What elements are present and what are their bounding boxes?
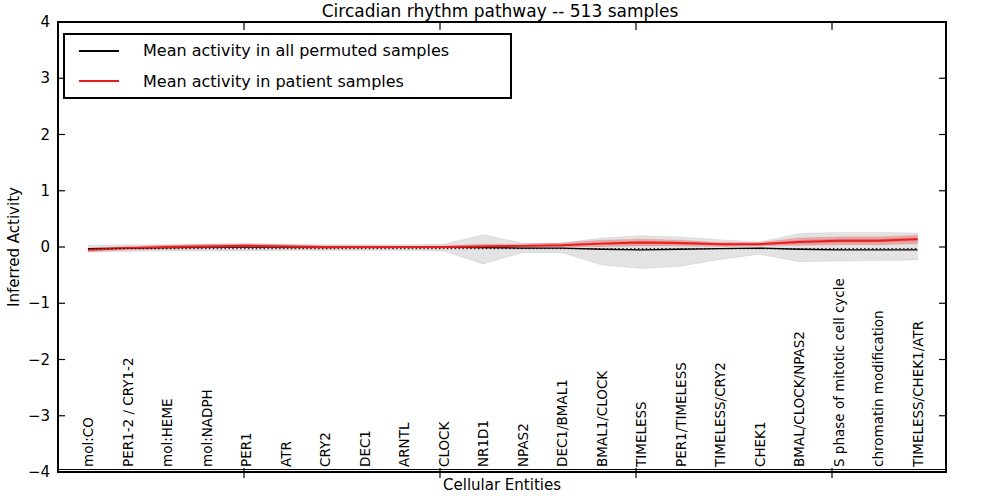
legend-label: Mean activity in patient samples bbox=[143, 72, 404, 91]
x-tick-label: BMAL1/CLOCK bbox=[594, 371, 610, 467]
figure: Circadian rhythm pathway -- 513 samples … bbox=[0, 0, 1000, 500]
y-tick-label: −1 bbox=[0, 294, 50, 312]
x-tick-label: S phase of mitotic cell cycle bbox=[831, 278, 847, 467]
y-tick-label: −4 bbox=[0, 463, 50, 481]
x-axis-label: Cellular Entities bbox=[57, 476, 947, 494]
x-tick-label: DEC1 bbox=[357, 430, 373, 467]
x-tick-label: ATR bbox=[278, 441, 294, 467]
x-tick-label: TIMELESS/CRY2 bbox=[712, 362, 728, 467]
x-tick-label: TIMELESS bbox=[633, 401, 649, 467]
x-tick-label: NPAS2 bbox=[515, 423, 531, 467]
y-tick-label: 2 bbox=[0, 126, 50, 144]
x-tick-label: PER1 bbox=[238, 432, 254, 467]
x-tick-label: ARNTL bbox=[396, 423, 412, 467]
x-tick-label: CLOCK bbox=[436, 422, 452, 467]
band-permuted-samples-range bbox=[88, 232, 918, 268]
y-tick-label: 1 bbox=[0, 182, 50, 200]
legend-line-swatch-black bbox=[79, 50, 119, 52]
x-tick-label: PER1/TIMELESS bbox=[673, 362, 689, 467]
y-tick-label: −3 bbox=[0, 407, 50, 425]
x-tick-label: PER1-2 / CRY1-2 bbox=[120, 358, 136, 467]
chart-title: Circadian rhythm pathway -- 513 samples bbox=[0, 1, 1000, 21]
legend-item: Mean activity in patient samples bbox=[79, 66, 510, 96]
y-tick-label: 3 bbox=[0, 69, 50, 87]
x-tick-label: mol:CO bbox=[80, 417, 96, 467]
legend-line-swatch-red bbox=[79, 80, 119, 82]
x-tick-label: DEC1/BMAL1 bbox=[554, 379, 570, 467]
x-tick-label: mol:NADPH bbox=[199, 389, 215, 467]
y-tick-label: 0 bbox=[0, 238, 50, 256]
x-tick-label: mol:HEME bbox=[159, 398, 175, 467]
legend: Mean activity in all permuted samples Me… bbox=[63, 33, 512, 99]
x-tick-label: CHEK1 bbox=[752, 421, 768, 467]
x-tick-label: TIMELESS/CHEK1/ATR bbox=[910, 321, 926, 467]
legend-item: Mean activity in all permuted samples bbox=[79, 36, 510, 66]
y-tick-label: −2 bbox=[0, 351, 50, 369]
x-tick-label: CRY2 bbox=[317, 432, 333, 467]
x-tick-label: BMAL/CLOCK/NPAS2 bbox=[791, 331, 807, 467]
x-tick-label: NR1D1 bbox=[475, 420, 491, 467]
legend-label: Mean activity in all permuted samples bbox=[143, 41, 449, 60]
y-tick-label: 4 bbox=[0, 13, 50, 31]
x-tick-label: chromatin modification bbox=[870, 310, 886, 467]
